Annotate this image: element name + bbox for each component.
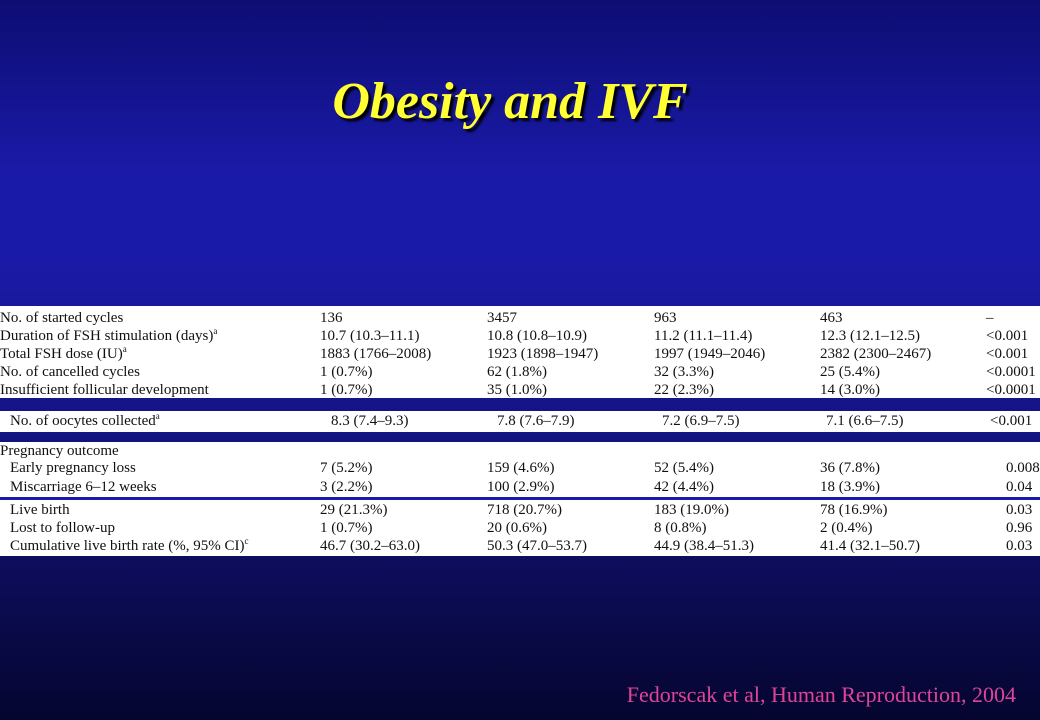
cell: 963 (654, 310, 677, 326)
cell: 2382 (2300–2467) (820, 346, 932, 362)
cell: <0.001 (990, 413, 1033, 429)
cell: 35 (1.0%) (487, 382, 547, 398)
row-label: No. of cancelled cycles (0, 364, 140, 380)
table-row: Miscarriage 6–12 weeks 3 (2.2%) 100 (2.9… (0, 478, 1040, 496)
cell: <0.0001 (986, 364, 1036, 380)
cell: <0.001 (986, 328, 1029, 344)
cell: 22 (2.3%) (654, 382, 714, 398)
cell: 25 (5.4%) (820, 364, 880, 380)
row-label: Early pregnancy loss (10, 460, 136, 476)
cell: 159 (4.6%) (487, 460, 555, 476)
cell: 20 (0.6%) (487, 520, 547, 536)
cell: 1 (0.7%) (320, 382, 373, 398)
cell: 3 (2.2%) (320, 479, 373, 495)
cell: 7.1 (6.6–7.5) (826, 413, 904, 429)
cell: 7.8 (7.6–7.9) (497, 413, 575, 429)
cell: 718 (20.7%) (487, 502, 562, 518)
cell: 7.2 (6.9–7.5) (662, 413, 740, 429)
cell: 10.7 (10.3–11.1) (320, 328, 420, 344)
cell: 78 (16.9%) (820, 502, 888, 518)
section-header: Pregnancy outcome (0, 442, 1040, 460)
cell: 62 (1.8%) (487, 364, 547, 380)
cell: 42 (4.4%) (654, 479, 714, 495)
table-row: Live birth 29 (21.3%) 718 (20.7%) 183 (1… (0, 501, 1040, 519)
table-divider (0, 497, 1040, 500)
cell: 8 (0.8%) (654, 520, 707, 536)
cell: 50.3 (47.0–53.7) (487, 538, 587, 554)
cell: 136 (320, 310, 343, 326)
cell: 14 (3.0%) (820, 382, 880, 398)
cell: 36 (7.8%) (820, 460, 880, 476)
cell: 52 (5.4%) (654, 460, 714, 476)
table-row: Early pregnancy loss 7 (5.2%) 159 (4.6%)… (0, 459, 1040, 477)
table-row: No. of cancelled cycles 1 (0.7%) 62 (1.8… (0, 363, 1040, 381)
cell: 12.3 (12.1–12.5) (820, 328, 920, 344)
cell: 0.008 (1006, 460, 1040, 476)
row-label: No. of started cycles (0, 310, 124, 326)
cell: 41.4 (32.1–50.7) (820, 538, 920, 554)
slide-title: Obesity and IVF (332, 73, 688, 130)
cell: 100 (2.9%) (487, 479, 555, 495)
row-label: Total FSH dose (IU)a (0, 344, 127, 363)
table-row: No. of started cycles 136 3457 963 463 – (0, 309, 1040, 327)
table-row: Cumulative live birth rate (%, 95% CI)c … (0, 537, 1040, 555)
cell: 183 (19.0%) (654, 502, 729, 518)
cell: 29 (21.3%) (320, 502, 388, 518)
row-label: Duration of FSH stimulation (days)a (0, 326, 218, 345)
row-label: Live birth (10, 502, 70, 518)
cell: 1883 (1766–2008) (320, 346, 432, 362)
cell: 1923 (1898–1947) (487, 346, 599, 362)
row-label: Insufficient follicular development (0, 382, 209, 398)
cell: 32 (3.3%) (654, 364, 714, 380)
cell: 1 (0.7%) (320, 520, 373, 536)
cell: 0.04 (1006, 479, 1033, 495)
cell: 0.03 (1006, 538, 1033, 554)
cell: 3457 (487, 310, 517, 326)
section-header-label: Pregnancy outcome (0, 443, 119, 459)
cell: 46.7 (30.2–63.0) (320, 538, 420, 554)
cell: 463 (820, 310, 843, 326)
row-label: Miscarriage 6–12 weeks (10, 479, 157, 495)
table-panel-pregnancy-outcome: Pregnancy outcome Early pregnancy loss 7… (0, 442, 1040, 556)
row-label: Lost to follow-up (10, 520, 115, 536)
table-row: Insufficient follicular development 1 (0… (0, 381, 1040, 398)
citation: Fedorscak et al, Human Reproduction, 200… (626, 682, 1016, 707)
cell: – (986, 310, 994, 326)
table-row: No. of oocytes collecteda 8.3 (7.4–9.3) … (0, 412, 1040, 430)
cell: 2 (0.4%) (820, 520, 873, 536)
table-row: Duration of FSH stimulation (days)a 10.7… (0, 327, 1040, 345)
cell: 8.3 (7.4–9.3) (331, 413, 409, 429)
table-panel-oocytes: No. of oocytes collecteda 8.3 (7.4–9.3) … (0, 411, 1040, 432)
row-label: No. of oocytes collecteda (10, 411, 160, 430)
cell: 18 (3.9%) (820, 479, 880, 495)
cell: 10.8 (10.8–10.9) (487, 328, 587, 344)
table-row: Lost to follow-up 1 (0.7%) 20 (0.6%) 8 (… (0, 519, 1040, 537)
cell: 0.96 (1006, 520, 1033, 536)
row-label: Cumulative live birth rate (%, 95% CI)c (10, 536, 249, 555)
cell: 44.9 (38.4–51.3) (654, 538, 754, 554)
cell: 11.2 (11.1–11.4) (654, 328, 753, 344)
cell: 7 (5.2%) (320, 460, 373, 476)
cell: <0.0001 (986, 382, 1036, 398)
cell: 0.03 (1006, 502, 1033, 518)
cell: 1997 (1949–2046) (654, 346, 766, 362)
cell: 1 (0.7%) (320, 364, 373, 380)
table-row: Total FSH dose (IU)a 1883 (1766–2008) 19… (0, 345, 1040, 363)
cell: <0.001 (986, 346, 1029, 362)
table-panel-cycles: No. of started cycles 136 3457 963 463 –… (0, 306, 1040, 398)
